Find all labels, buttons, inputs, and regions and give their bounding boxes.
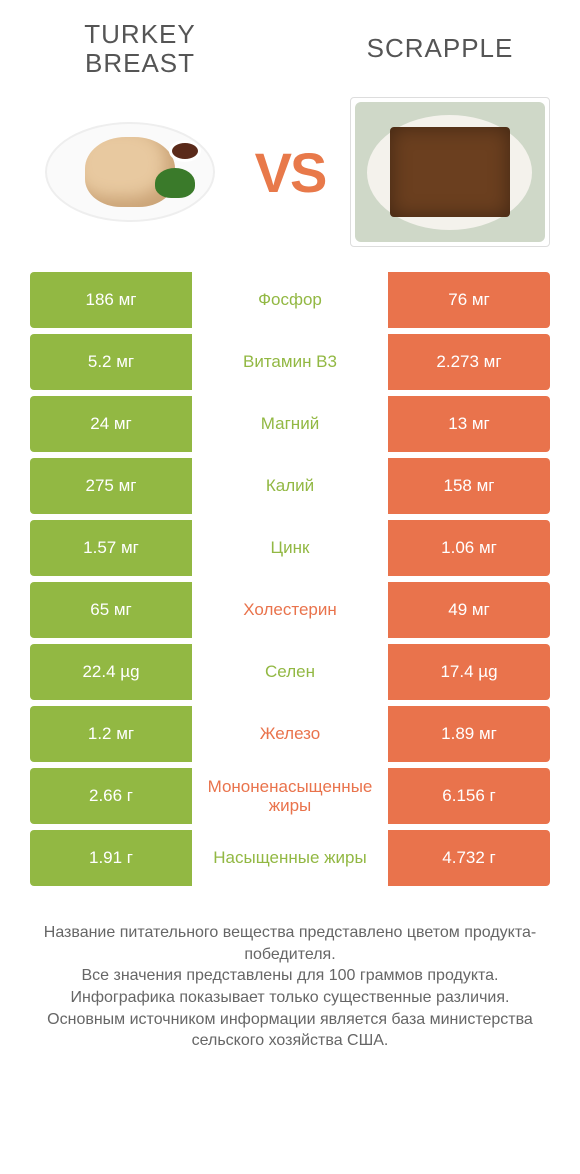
table-row: 1.2 мгЖелезо1.89 мг xyxy=(30,706,550,762)
right-value-cell: 17.4 µg xyxy=(388,644,550,700)
footer-line-2: Все значения представлены для 100 граммо… xyxy=(30,965,550,987)
right-value-cell: 6.156 г xyxy=(388,768,550,824)
nutrition-table: 186 мгФосфор76 мг 5.2 мгВитамин B32.273 м… xyxy=(0,272,580,886)
right-value-cell: 4.732 г xyxy=(388,830,550,886)
table-row: 1.91 гНасыщенные жиры4.732 г xyxy=(30,830,550,886)
left-value-cell: 1.57 мг xyxy=(30,520,192,576)
table-row: 2.66 гМононенасыщенные жиры6.156 г xyxy=(30,768,550,824)
table-row: 186 мгФосфор76 мг xyxy=(30,272,550,328)
left-value-cell: 5.2 мг xyxy=(30,334,192,390)
left-value-cell: 1.91 г xyxy=(30,830,192,886)
table-row: 65 мгХолестерин49 мг xyxy=(30,582,550,638)
right-value-cell: 1.89 мг xyxy=(388,706,550,762)
nutrient-label: Холестерин xyxy=(192,582,388,638)
left-value-cell: 22.4 µg xyxy=(30,644,192,700)
left-value-cell: 275 мг xyxy=(30,458,192,514)
left-product-title: TURKEY BREAST xyxy=(30,20,250,77)
left-value-cell: 24 мг xyxy=(30,396,192,452)
right-value-cell: 158 мг xyxy=(388,458,550,514)
images-row: VS xyxy=(0,87,580,272)
footer-notes: Название питательного вещества представл… xyxy=(0,892,580,1052)
header: TURKEY BREAST SCRAPPLE xyxy=(0,0,580,87)
right-product-title: SCRAPPLE xyxy=(330,34,550,63)
right-value-cell: 49 мг xyxy=(388,582,550,638)
footer-line-3: Инфографика показывает только существенн… xyxy=(30,987,550,1009)
nutrient-label: Насыщенные жиры xyxy=(192,830,388,886)
left-value-cell: 2.66 г xyxy=(30,768,192,824)
table-row: 1.57 мгЦинк1.06 мг xyxy=(30,520,550,576)
header-left: TURKEY BREAST xyxy=(30,20,250,77)
footer-line-4: Основным источником информации является … xyxy=(30,1009,550,1052)
right-value-cell: 2.273 мг xyxy=(388,334,550,390)
nutrient-label: Мононенасыщенные жиры xyxy=(192,768,388,824)
vs-badge: VS xyxy=(255,140,326,205)
table-row: 24 мгМагний13 мг xyxy=(30,396,550,452)
nutrient-label: Фосфор xyxy=(192,272,388,328)
nutrient-label: Витамин B3 xyxy=(192,334,388,390)
nutrient-label: Селен xyxy=(192,644,388,700)
left-product-image xyxy=(30,97,230,247)
nutrient-label: Железо xyxy=(192,706,388,762)
left-value-cell: 65 мг xyxy=(30,582,192,638)
table-row: 275 мгКалий158 мг xyxy=(30,458,550,514)
table-row: 5.2 мгВитамин B32.273 мг xyxy=(30,334,550,390)
nutrient-label: Калий xyxy=(192,458,388,514)
left-value-cell: 186 мг xyxy=(30,272,192,328)
header-right: SCRAPPLE xyxy=(330,34,550,63)
right-value-cell: 13 мг xyxy=(388,396,550,452)
right-product-image xyxy=(350,97,550,247)
right-value-cell: 76 мг xyxy=(388,272,550,328)
left-value-cell: 1.2 мг xyxy=(30,706,192,762)
table-row: 22.4 µgСелен17.4 µg xyxy=(30,644,550,700)
footer-line-1: Название питательного вещества представл… xyxy=(30,922,550,965)
nutrient-label: Цинк xyxy=(192,520,388,576)
right-value-cell: 1.06 мг xyxy=(388,520,550,576)
nutrient-label: Магний xyxy=(192,396,388,452)
